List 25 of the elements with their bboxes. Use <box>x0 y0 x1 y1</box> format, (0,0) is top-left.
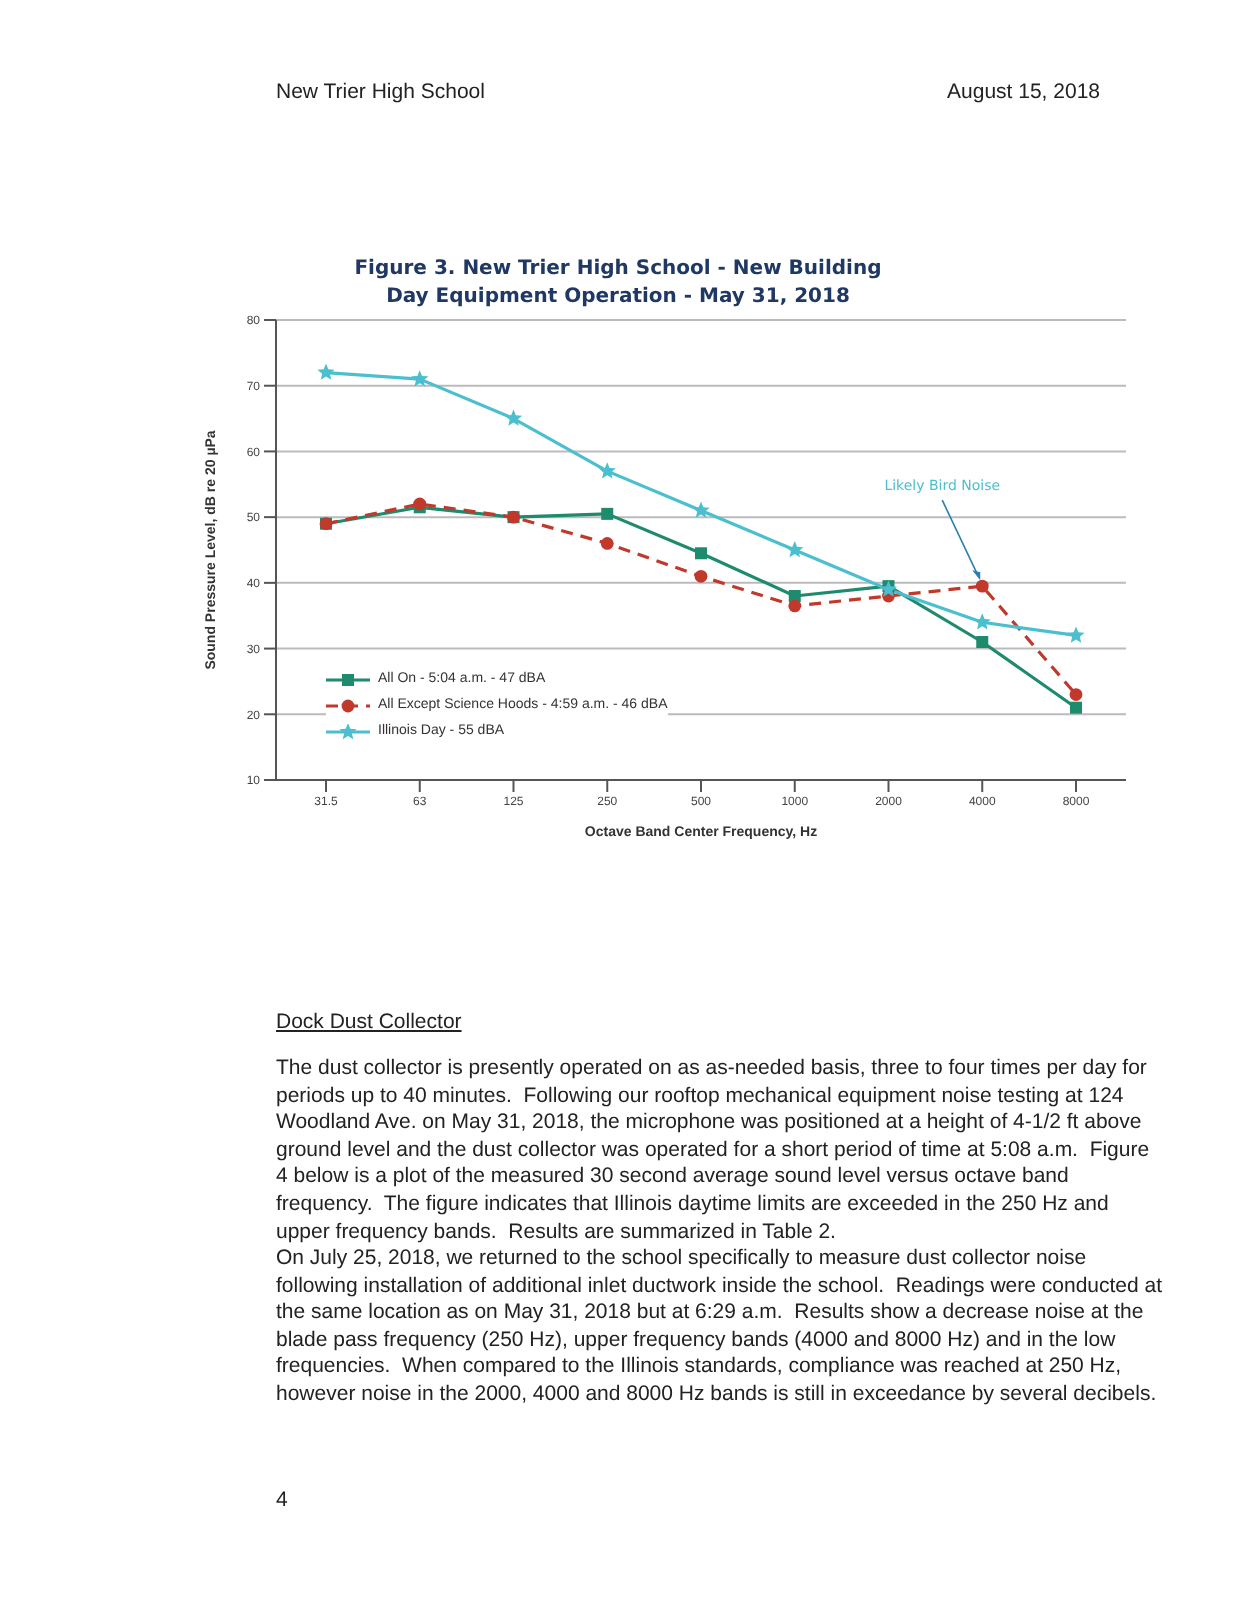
point <box>1069 688 1083 701</box>
point <box>598 462 616 479</box>
text: The dust collector is presently operated on as as-needed basis, three to four times per day for periods up to 40 minutes. Following our rooftop mechanical equipment noise testing at 124 Woodland Ave. on May 31, 2018, the microphone was positioned at a height of 4-1/2 ft above ground level and the dust collector was operated for a short period of time at 5:08 a.m. Figure 4 below is a plot of the measured 30 second average sound level versus octave band frequency. The figure indicates that Illinois daytime limits are exceeded in the 250 Hz and upper frequency bands. Results are summarized in Table 2. <box>276 1056 1152 1247</box>
point <box>786 541 804 558</box>
point <box>1070 701 1082 714</box>
text: 4 <box>276 1488 288 1512</box>
text: New Trier High School <box>276 80 485 104</box>
point <box>1067 626 1085 643</box>
point <box>504 409 523 426</box>
point <box>973 613 991 630</box>
text: Dock Dust Collector <box>276 1010 462 1034</box>
point <box>317 363 335 380</box>
point <box>694 569 708 583</box>
chart-title: Figure 3. New Trier High School - New Building <box>352 256 884 284</box>
point <box>976 636 989 648</box>
point <box>695 547 707 560</box>
text: On July 25, 2018, we returned to the school specifically to measure dust collector noise following installation of additional inlet ductwork inside the school. Readings were conducted at the same location as on May 31, 2018 but at 6:29 a.m. Results show a decrease noise at the blade pass frequency (250 Hz), upper frequency bands (4000 and 8000 Hz) and in the low frequencies. When compared to the Illinois standards, compliance was reached at 250 Hz, however noise in the 2000, 4000 and 8000 Hz bands is still in exceedance by several decibels. <box>276 1246 1165 1410</box>
point <box>975 579 989 593</box>
text: August 15, 2018 <box>947 80 1100 104</box>
point <box>411 370 429 387</box>
point <box>788 599 802 613</box>
chart-subtitle: Day Equipment Operation - May 31, 2018 <box>384 284 852 312</box>
point <box>692 501 710 518</box>
point <box>600 537 614 550</box>
point <box>601 507 614 520</box>
